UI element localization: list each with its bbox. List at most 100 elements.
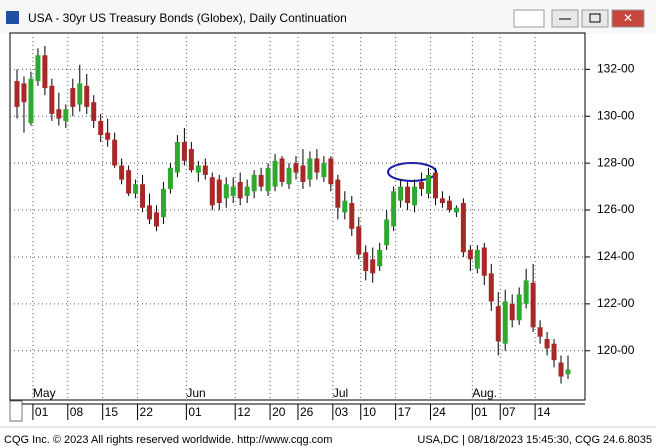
candle-body: [356, 226, 362, 255]
candle-body: [112, 139, 118, 166]
candle-body: [21, 83, 27, 103]
candle-body: [244, 186, 250, 196]
candle-body: [565, 369, 571, 375]
window-title: USA - 30yr US Treasury Bonds (Globex), D…: [28, 11, 347, 25]
candle-body: [133, 184, 139, 194]
candle-body: [328, 158, 334, 185]
candle-body: [342, 200, 348, 213]
x-tick-label: 17: [398, 405, 412, 419]
y-tick-label: 126-00: [597, 202, 635, 216]
month-label: May: [33, 386, 56, 400]
x-tick-label: 20: [272, 405, 286, 419]
candle-body: [147, 205, 153, 220]
candle-body: [153, 212, 159, 227]
y-tick-label: 128-00: [597, 155, 635, 169]
candle-body: [321, 163, 327, 178]
close-icon: ✕: [623, 11, 633, 25]
y-tick-label: 124-00: [597, 249, 635, 263]
candle-body: [195, 165, 201, 173]
candle-body: [293, 163, 299, 173]
candle-body: [439, 198, 445, 204]
plot-area: [9, 32, 586, 401]
x-tick-label: 01: [35, 405, 49, 419]
candle-body: [188, 149, 194, 171]
candle-body: [523, 280, 529, 304]
candle-body: [251, 174, 257, 192]
candle-body: [335, 179, 341, 208]
candle-body: [363, 252, 369, 272]
candle-body: [349, 203, 355, 229]
candle-body: [77, 83, 83, 105]
candle-body: [119, 165, 125, 180]
x-tick-label: 01: [474, 405, 488, 419]
candle-body: [174, 142, 180, 173]
candle-body: [230, 186, 236, 196]
x-tick-label: 07: [502, 405, 516, 419]
candle-body: [370, 259, 376, 274]
candle-body: [398, 186, 404, 201]
candle-body: [432, 172, 438, 199]
candle-body: [502, 301, 508, 344]
candle-body: [237, 181, 243, 199]
candle-body: [70, 88, 76, 107]
x-tick-label: 10: [363, 405, 377, 419]
candle-body: [216, 179, 222, 204]
scroll-handle[interactable]: [9, 400, 23, 422]
x-tick-label: 03: [335, 405, 349, 419]
footer-right: USA,DC | 08/18/2023 15:45:30, CQG 24.6.8…: [417, 434, 652, 446]
candle-body: [530, 282, 536, 328]
candle-body: [377, 249, 383, 267]
maximize-icon: [589, 13, 601, 23]
candle-body: [181, 142, 187, 161]
candle-body: [105, 132, 111, 140]
candle-body: [537, 327, 543, 337]
y-tick-label: 120-00: [597, 343, 635, 357]
candle-body: [467, 249, 473, 260]
candle-body: [140, 184, 146, 208]
candle-body: [412, 186, 418, 206]
x-tick-label: 08: [70, 405, 84, 419]
x-tick-label: 15: [105, 405, 119, 419]
candle-body: [488, 273, 494, 302]
candle-body: [558, 362, 564, 377]
candle-body: [300, 165, 306, 182]
candle-body: [160, 188, 166, 218]
candle-body: [84, 85, 90, 107]
candle-body: [91, 102, 97, 121]
x-tick-label: 24: [432, 405, 446, 419]
footer-left: CQG Inc. © 2023 All rights reserved worl…: [4, 434, 332, 446]
y-tick-label: 122-00: [597, 296, 635, 310]
candle-body: [516, 294, 522, 321]
maximize-button[interactable]: [581, 9, 609, 28]
link-button[interactable]: [513, 9, 545, 28]
x-tick-label: 26: [300, 405, 314, 419]
candle-body: [265, 167, 271, 192]
candle-body: [314, 158, 320, 173]
candle-body: [286, 167, 292, 185]
candle-body: [258, 174, 264, 187]
candle-body: [279, 158, 285, 182]
candle-body: [56, 109, 62, 119]
candle-body: [209, 177, 215, 206]
candle-body: [202, 165, 208, 175]
candle-body: [14, 81, 20, 107]
app-icon: [6, 11, 19, 24]
candle-body: [460, 203, 466, 253]
candle-body: [419, 181, 425, 189]
candle-body: [307, 158, 313, 180]
candle-body: [509, 303, 515, 321]
candle-body: [495, 306, 501, 342]
close-button[interactable]: [611, 9, 645, 28]
candle-body: [551, 343, 557, 361]
candle-body: [481, 247, 487, 276]
x-tick-label: 14: [537, 405, 551, 419]
candle-body: [426, 174, 432, 194]
candle-body: [167, 167, 173, 189]
candle-body: [126, 170, 132, 194]
y-tick-label: 132-00: [597, 62, 635, 76]
candle-body: [42, 55, 48, 89]
month-label: Jul: [333, 386, 348, 400]
candle-body: [453, 207, 459, 213]
candle-body: [98, 120, 104, 136]
